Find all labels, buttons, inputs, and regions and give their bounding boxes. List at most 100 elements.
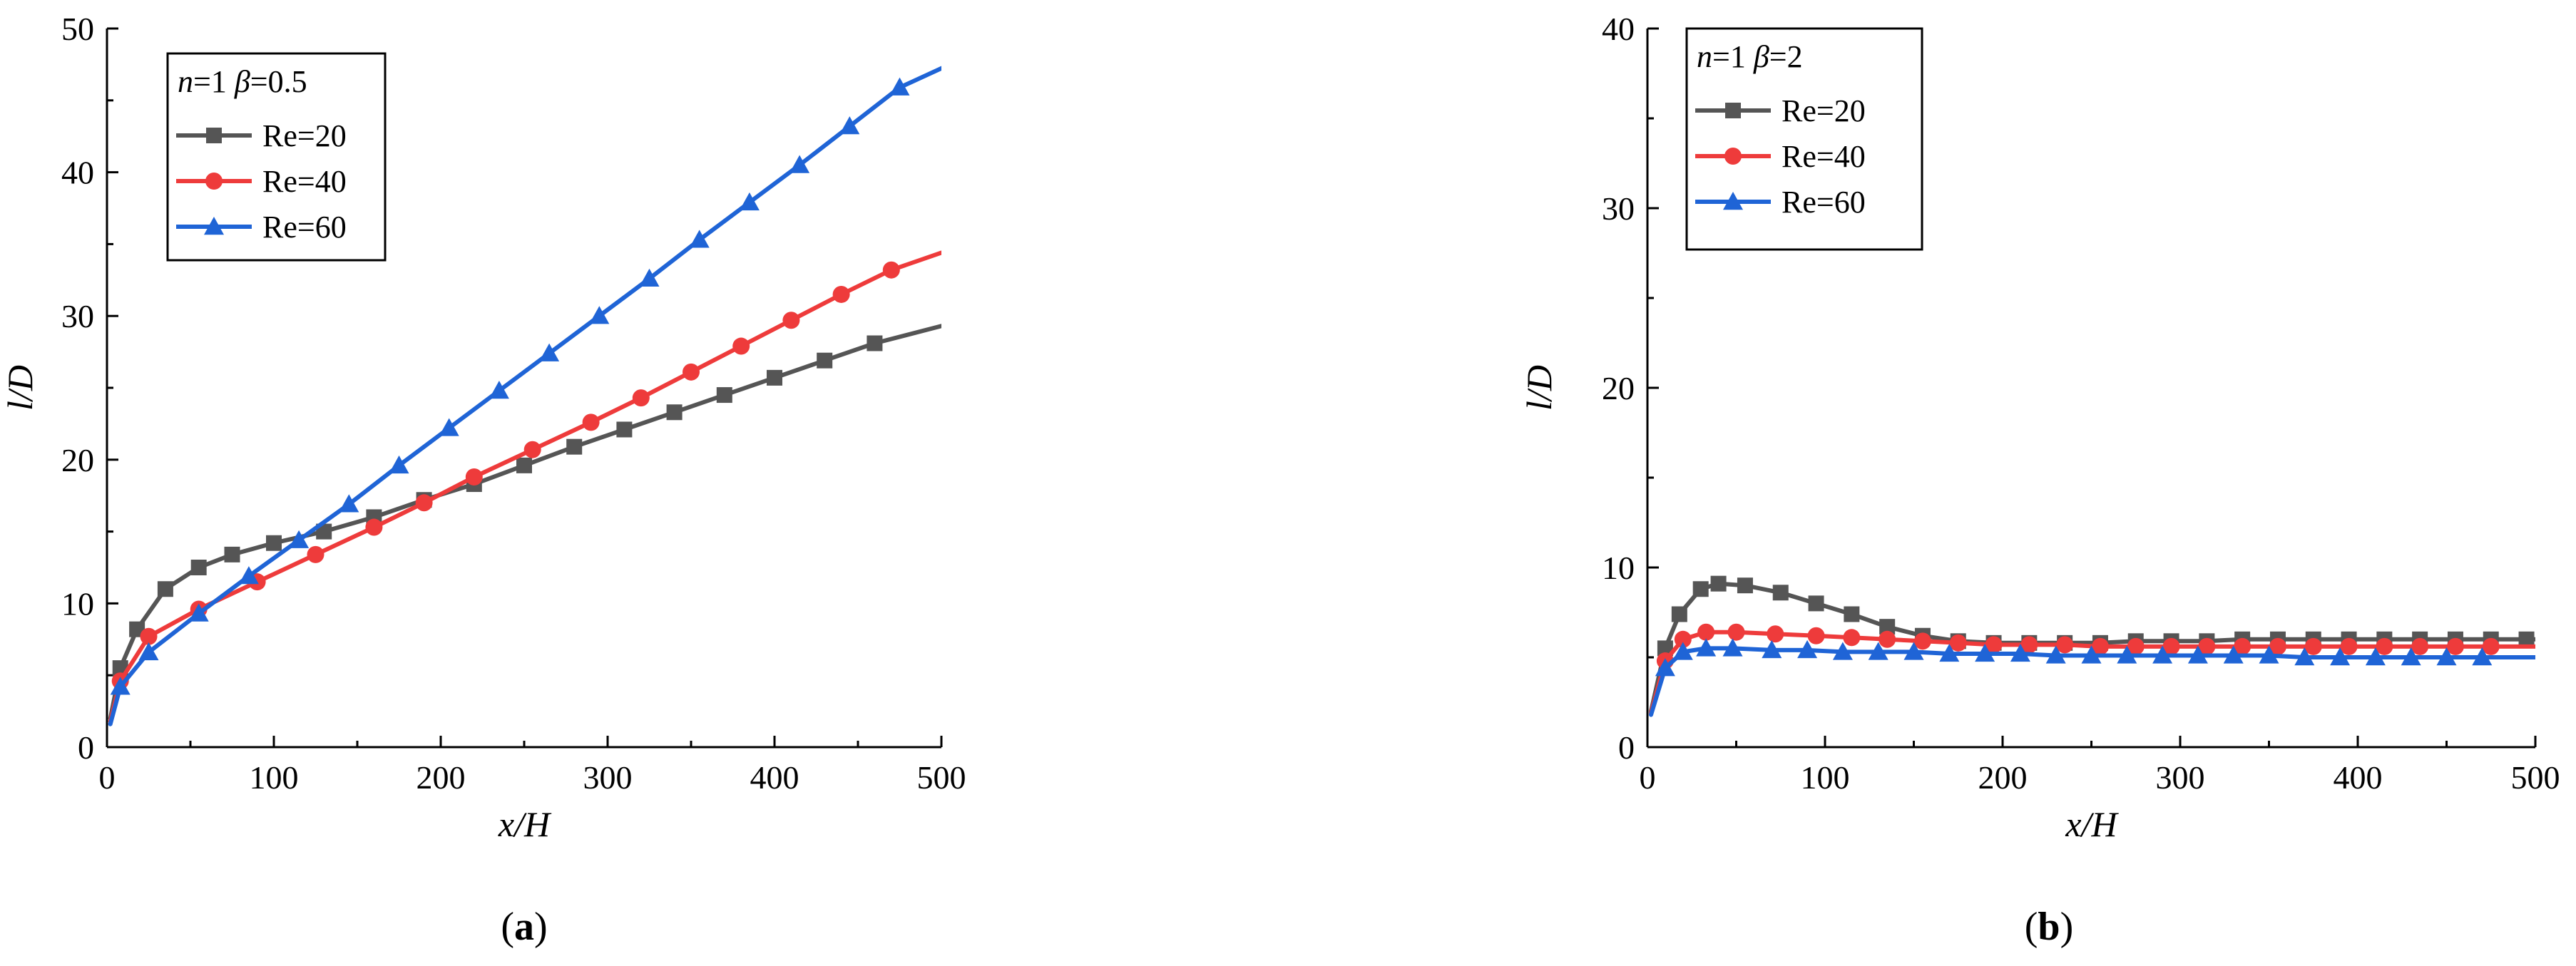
data-point [138, 642, 159, 661]
data-point [2436, 647, 2457, 666]
y-tick-label: 10 [1602, 550, 1635, 586]
legend-title: n=1 β=0.5 [178, 64, 307, 99]
legend-box [1685, 27, 1923, 251]
data-point [1655, 658, 1675, 677]
series-line [108, 324, 941, 721]
data-point [1737, 577, 1753, 594]
data-point [2330, 647, 2351, 666]
data-point [2198, 637, 2216, 655]
data-point [889, 77, 910, 96]
data-point [1772, 585, 1789, 601]
data-point [2091, 637, 2109, 655]
data-point [817, 352, 833, 369]
data-point [1797, 639, 1818, 659]
y-tick-label: 50 [61, 11, 94, 47]
series-Re=20 [108, 324, 941, 721]
data-point [1807, 627, 1825, 644]
data-point [2056, 636, 2074, 654]
data-point [867, 335, 883, 351]
data-point [832, 285, 850, 303]
data-point [1722, 638, 1743, 657]
legend-entry-Re=20: Re=20 [1695, 93, 1866, 128]
plot-area [1649, 575, 2535, 717]
data-point [289, 530, 310, 548]
data-point [439, 418, 459, 436]
legend-entry-Re=40: Re=40 [1695, 139, 1866, 174]
data-point [1939, 643, 1960, 662]
y-tick-label: 40 [1602, 11, 1635, 47]
data-point [1879, 630, 1896, 648]
legend: n=1 β=2 Re=20 Re=40 Re=60 [1685, 27, 1923, 251]
legend-marker [206, 128, 222, 143]
legend-label: Re=40 [1782, 139, 1866, 174]
data-point [2259, 645, 2279, 664]
data-point [632, 389, 650, 407]
data-point [1879, 619, 1896, 635]
data-point [1767, 625, 1784, 643]
data-point [516, 457, 532, 473]
data-point [782, 312, 800, 329]
data-point [523, 441, 541, 458]
data-point [566, 438, 583, 455]
legend-title: n=1 β=2 [1697, 39, 1803, 74]
data-point [224, 546, 240, 562]
data-point [489, 381, 509, 399]
legend-marker [1723, 192, 1743, 210]
data-point [1692, 581, 1709, 597]
y-tick-label: 0 [78, 729, 94, 766]
x-tick-label: 500 [917, 759, 966, 796]
x-axis-label: x/H [498, 804, 552, 844]
data-point [1671, 606, 1687, 622]
legend-label: Re=60 [1782, 185, 1866, 220]
series-Re=40 [108, 250, 941, 724]
data-point [689, 230, 710, 248]
data-point [365, 518, 383, 536]
data-point [2081, 645, 2102, 664]
data-point [666, 404, 683, 421]
legend-marker [205, 173, 223, 190]
data-point [415, 494, 433, 512]
data-point [1808, 595, 1824, 612]
plot-area [108, 66, 941, 726]
data-point [2162, 637, 2180, 655]
data-point [1672, 642, 1693, 660]
data-point [1913, 632, 1931, 650]
data-point [307, 545, 324, 563]
x-tick-label: 100 [1801, 759, 1850, 796]
data-point [1697, 623, 1715, 641]
legend: n=1 β=0.5 Re=20 Re=40 Re=60 [166, 52, 387, 262]
y-tick-label: 10 [61, 585, 94, 622]
data-point [2127, 637, 2145, 655]
series-Re=40 [1649, 623, 2535, 716]
data-point [1843, 629, 1861, 647]
y-tick-label: 40 [61, 155, 94, 191]
y-axis-label: l/D [0, 365, 40, 411]
x-tick-label: 300 [2156, 759, 2205, 796]
x-axis-label: x/H [2065, 804, 2119, 844]
legend-marker [204, 217, 224, 235]
data-point [1727, 623, 1745, 641]
data-point [582, 413, 600, 431]
legend-label: Re=20 [1782, 93, 1866, 128]
legend-entry-Re=60: Re=60 [176, 210, 347, 245]
x-tick-label: 500 [2511, 759, 2560, 796]
data-point [1949, 634, 1967, 652]
data-point [339, 494, 359, 513]
data-point [767, 369, 782, 386]
data-point [2294, 647, 2315, 666]
y-axis-label: l/D [1519, 365, 1559, 411]
data-point [789, 155, 810, 173]
x-tick-label: 200 [416, 759, 466, 796]
x-tick-label: 200 [1978, 759, 2028, 796]
data-point [1868, 642, 1888, 660]
data-point [539, 343, 560, 361]
x-tick-label: 0 [1640, 759, 1656, 796]
data-point [2365, 647, 2386, 666]
data-point [110, 677, 131, 695]
data-point [2482, 637, 2500, 655]
y-tick-label: 30 [61, 298, 94, 334]
legend-marker [1725, 103, 1741, 118]
data-point [190, 560, 207, 575]
y-tick-label: 30 [1602, 190, 1635, 227]
data-point [2401, 647, 2421, 666]
